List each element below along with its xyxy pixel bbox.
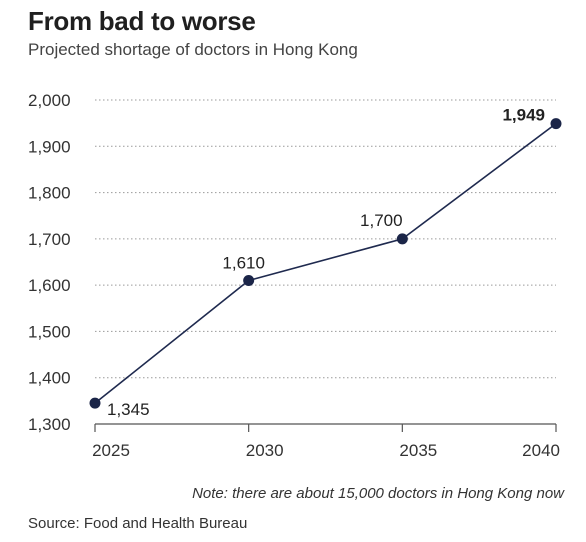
x-tick-label: 2040 [522,441,560,460]
x-tick-label: 2025 [92,441,130,460]
y-tick-label: 1,800 [28,184,71,203]
chart-note: Note: there are about 15,000 doctors in … [192,485,564,502]
data-label: 1,610 [222,254,265,273]
x-tick-label: 2035 [399,441,437,460]
data-point [89,397,101,409]
line-chart: 1,300 1,400 1,500 1,600 1,700 1,800 1,900 2,000… [28,91,562,460]
x-tick-label: 2030 [246,441,284,460]
y-tick-label: 1,900 [28,137,71,156]
y-tick-label: 1,700 [28,230,71,249]
y-tick-label: 1,300 [28,415,71,434]
chart-title: From bad to worse [28,6,256,36]
data-label: 1,949 [502,106,545,125]
data-label: 1,345 [107,400,150,419]
y-tick-label: 1,400 [28,369,71,388]
y-tick-label: 1,500 [28,322,71,341]
y-tick-label: 1,600 [28,276,71,295]
data-label: 1,700 [360,211,403,230]
data-point [550,118,562,130]
data-point [396,233,408,245]
data-point [243,275,255,287]
chart-subtitle: Projected shortage of doctors in Hong Ko… [28,40,358,59]
chart-source: Source: Food and Health Bureau [28,515,248,532]
series-line [94,122,557,404]
y-tick-label: 2,000 [28,91,71,110]
